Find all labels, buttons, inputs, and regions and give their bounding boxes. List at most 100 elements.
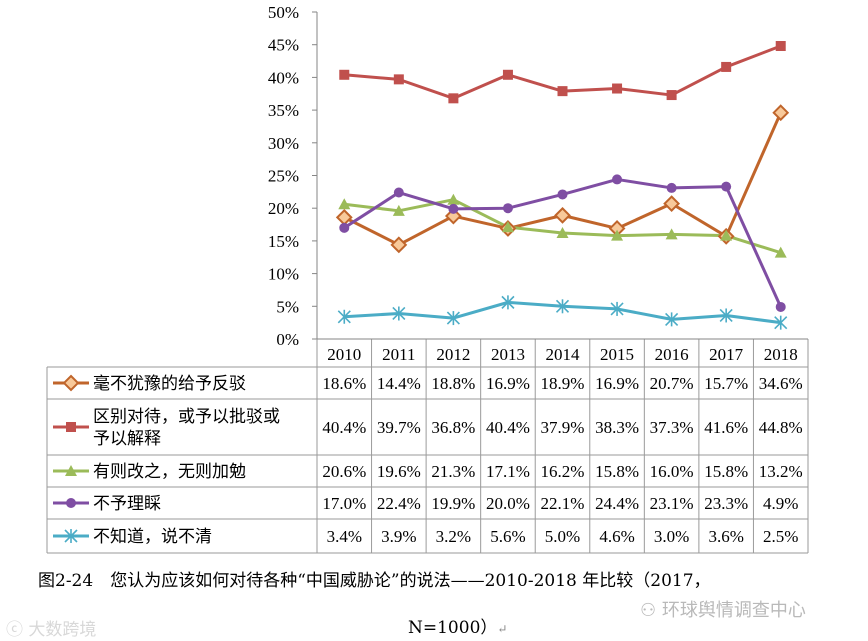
x-category-label: 2015 bbox=[600, 345, 634, 364]
series-0-point bbox=[772, 104, 790, 122]
legend-marker bbox=[64, 529, 78, 543]
legend-label: 不知道，说不清 bbox=[93, 527, 212, 547]
data-label: 23.1% bbox=[650, 494, 694, 513]
y-tick-label: 20% bbox=[268, 199, 299, 218]
x-category-label: 2011 bbox=[382, 345, 415, 364]
series-0-point bbox=[444, 207, 462, 225]
series-1-point bbox=[557, 86, 568, 97]
data-label: 15.8% bbox=[595, 462, 639, 481]
data-label: 3.0% bbox=[654, 527, 689, 546]
series-2-point bbox=[556, 227, 569, 239]
series-4-point bbox=[392, 306, 406, 321]
data-label: 17.1% bbox=[486, 462, 530, 481]
series-1-point bbox=[393, 74, 404, 85]
data-label: 13.2% bbox=[759, 462, 803, 481]
series-4-point bbox=[446, 311, 460, 326]
data-label: 4.6% bbox=[599, 527, 634, 546]
legend-label: 区别对待，或予以批驳或 bbox=[93, 407, 280, 427]
data-label: 23.3% bbox=[704, 494, 748, 513]
watermark-right: ⚇ 环球舆情调查中心 bbox=[640, 600, 806, 621]
x-category-label: 2017 bbox=[709, 345, 744, 364]
series-2-point bbox=[338, 198, 351, 210]
y-tick-label: 5% bbox=[276, 297, 299, 316]
series-2-point bbox=[665, 228, 678, 240]
data-label: 18.6% bbox=[322, 374, 366, 393]
y-tick-label: 0% bbox=[276, 330, 299, 349]
legend-marker bbox=[65, 465, 77, 476]
y-tick-label: 50% bbox=[268, 3, 299, 22]
y-tick-label: 30% bbox=[268, 134, 299, 153]
data-label: 5.0% bbox=[545, 527, 580, 546]
series-3-point bbox=[393, 187, 404, 198]
series-1-point bbox=[448, 93, 459, 104]
series-0-point bbox=[335, 208, 353, 226]
series-1-point bbox=[775, 41, 786, 52]
series-3-point bbox=[666, 182, 677, 193]
data-label: 38.3% bbox=[595, 418, 639, 437]
data-label: 39.7% bbox=[377, 418, 421, 437]
data-label: 15.8% bbox=[704, 462, 748, 481]
data-label: 21.3% bbox=[431, 462, 475, 481]
series-layer bbox=[335, 41, 790, 330]
legend-label: 有则改之，无则加勉 bbox=[93, 462, 246, 482]
series-3-point bbox=[339, 222, 350, 233]
series-3-point bbox=[448, 203, 459, 214]
data-label: 16.9% bbox=[595, 374, 639, 393]
series-4-point bbox=[665, 312, 679, 327]
series-1-point bbox=[666, 90, 677, 101]
legend-label: 毫不犹豫的给予反驳 bbox=[93, 374, 246, 394]
data-label: 22.1% bbox=[541, 494, 585, 513]
legend-marker bbox=[66, 498, 76, 508]
series-3-point bbox=[775, 301, 786, 312]
data-label: 3.9% bbox=[381, 527, 416, 546]
data-label: 37.9% bbox=[541, 418, 585, 437]
data-label: 3.4% bbox=[327, 527, 362, 546]
data-label: 24.4% bbox=[595, 494, 639, 513]
y-tick-label: 40% bbox=[268, 68, 299, 87]
series-4-point bbox=[501, 295, 515, 310]
y-tick-label: 45% bbox=[268, 36, 299, 55]
data-label: 17.0% bbox=[322, 494, 366, 513]
series-1-point bbox=[502, 69, 513, 80]
x-category-label: 2012 bbox=[436, 345, 470, 364]
figure-caption: 图2-24 您认为应该如何对待各种“中国威胁论”的说法——2010-2018 年… bbox=[38, 571, 711, 591]
data-label: 19.9% bbox=[431, 494, 475, 513]
legend-label: 不予理睬 bbox=[93, 494, 161, 514]
x-category-label: 2014 bbox=[546, 345, 581, 364]
series-0-point bbox=[554, 206, 571, 224]
x-category-label: 2013 bbox=[491, 345, 525, 364]
data-label: 18.9% bbox=[541, 374, 585, 393]
data-label: 16.2% bbox=[541, 462, 585, 481]
series-3-point bbox=[721, 181, 732, 192]
data-label: 41.6% bbox=[704, 418, 748, 437]
legend-label: 予以解释 bbox=[93, 429, 161, 449]
series-3-point bbox=[502, 203, 513, 214]
y-tick-label: 15% bbox=[268, 232, 299, 251]
x-category-label: 2018 bbox=[764, 345, 798, 364]
data-label: 3.6% bbox=[708, 527, 743, 546]
series-3-point bbox=[612, 174, 623, 185]
data-label: 2.5% bbox=[763, 527, 798, 546]
series-2-point bbox=[392, 204, 405, 216]
series-4-point bbox=[774, 315, 788, 330]
series-line-0 bbox=[343, 112, 783, 247]
series-4-point bbox=[337, 309, 351, 324]
data-label: 4.9% bbox=[763, 494, 798, 513]
y-tick-label: 10% bbox=[268, 265, 299, 284]
series-0-point bbox=[390, 236, 408, 254]
series-3-point bbox=[557, 189, 568, 200]
y-tick-label: 25% bbox=[268, 167, 299, 186]
data-label: 3.2% bbox=[436, 527, 471, 546]
figure-caption-line2: N=1000）↵ bbox=[408, 618, 508, 638]
data-label: 18.8% bbox=[431, 374, 475, 393]
data-label: 20.0% bbox=[486, 494, 530, 513]
data-label: 15.7% bbox=[704, 374, 748, 393]
series-1-point bbox=[721, 61, 732, 72]
series-4-point bbox=[555, 299, 570, 314]
data-label: 40.4% bbox=[486, 418, 530, 437]
y-axis: 0% 5% 10% 15% 20% 25% 30% 35% 40% 45% 50% bbox=[268, 3, 318, 349]
data-label: 16.9% bbox=[486, 374, 530, 393]
x-category-label: 2016 bbox=[655, 345, 689, 364]
legend-marker bbox=[66, 422, 76, 432]
